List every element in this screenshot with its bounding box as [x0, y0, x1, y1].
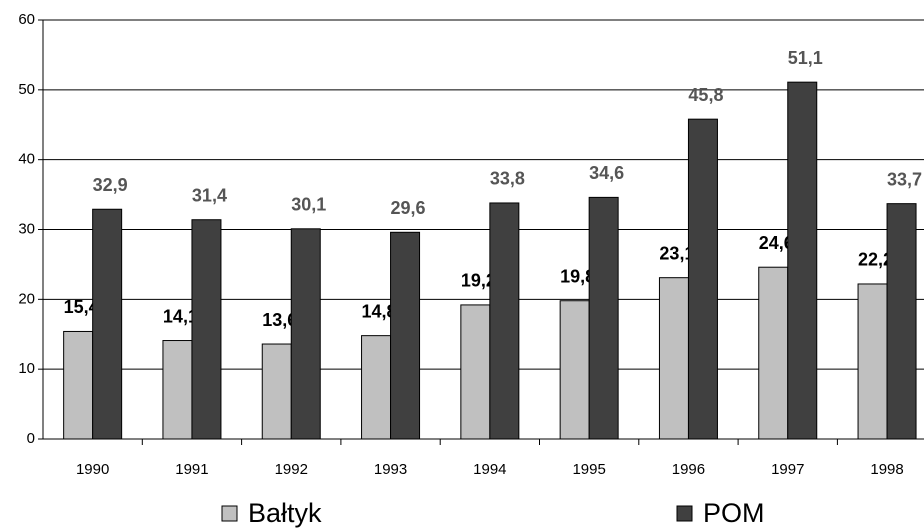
value-label: 19,8	[560, 266, 595, 286]
bar	[162, 340, 193, 440]
value-label: 51,1	[788, 48, 823, 68]
bar	[92, 208, 123, 440]
bar	[63, 330, 94, 440]
y-tick-label: 40	[18, 151, 35, 168]
y-tick-label: 50	[18, 81, 35, 98]
bar	[758, 266, 789, 440]
value-label: 33,8	[490, 169, 525, 189]
value-label: 30,1	[291, 195, 326, 215]
y-tick-label: 20	[18, 290, 35, 307]
bar	[489, 202, 520, 440]
x-tick-label: 1993	[374, 461, 407, 478]
value-label: 32,9	[93, 175, 128, 195]
value-label: 34,6	[589, 163, 624, 183]
value-label: 14,1	[163, 306, 198, 326]
legend-label: Bałtyk	[248, 498, 322, 528]
bar	[261, 343, 292, 440]
value-label: 15,4	[64, 297, 99, 317]
bar	[658, 277, 689, 440]
x-tick-label: 1990	[76, 461, 109, 478]
value-label: 29,6	[391, 198, 426, 218]
x-tick-label: 1997	[771, 461, 804, 478]
legend-swatch	[221, 505, 238, 522]
value-label: 22,2	[858, 250, 893, 270]
bar	[687, 118, 718, 440]
value-label: 23,1	[659, 243, 694, 263]
value-label: 33,7	[887, 169, 922, 189]
y-tick-label: 60	[18, 11, 35, 28]
x-tick-label: 1991	[175, 461, 208, 478]
bar	[290, 228, 321, 440]
bar	[390, 231, 421, 440]
value-label: 13,6	[262, 310, 297, 330]
legend-label: POM	[703, 498, 765, 528]
bar	[886, 203, 917, 440]
y-tick-label: 30	[18, 220, 35, 237]
bar	[460, 304, 491, 440]
value-label: 31,4	[192, 185, 227, 205]
bar	[191, 219, 222, 440]
bar	[559, 300, 590, 440]
value-label: 19,2	[461, 271, 496, 291]
bar	[857, 283, 888, 440]
bar	[588, 196, 619, 440]
bar	[361, 335, 392, 440]
x-tick-label: 1994	[473, 461, 506, 478]
y-tick-label: 10	[18, 360, 35, 377]
bar	[787, 81, 818, 440]
value-label: 45,8	[688, 85, 723, 105]
x-tick-label: 1996	[672, 461, 705, 478]
x-tick-label: 1998	[870, 461, 903, 478]
value-label: 24,6	[759, 233, 794, 253]
x-tick-label: 1995	[572, 461, 605, 478]
value-label: 14,8	[362, 301, 397, 321]
legend-swatch	[676, 505, 693, 522]
x-tick-label: 1992	[275, 461, 308, 478]
y-tick-label: 0	[27, 430, 35, 447]
